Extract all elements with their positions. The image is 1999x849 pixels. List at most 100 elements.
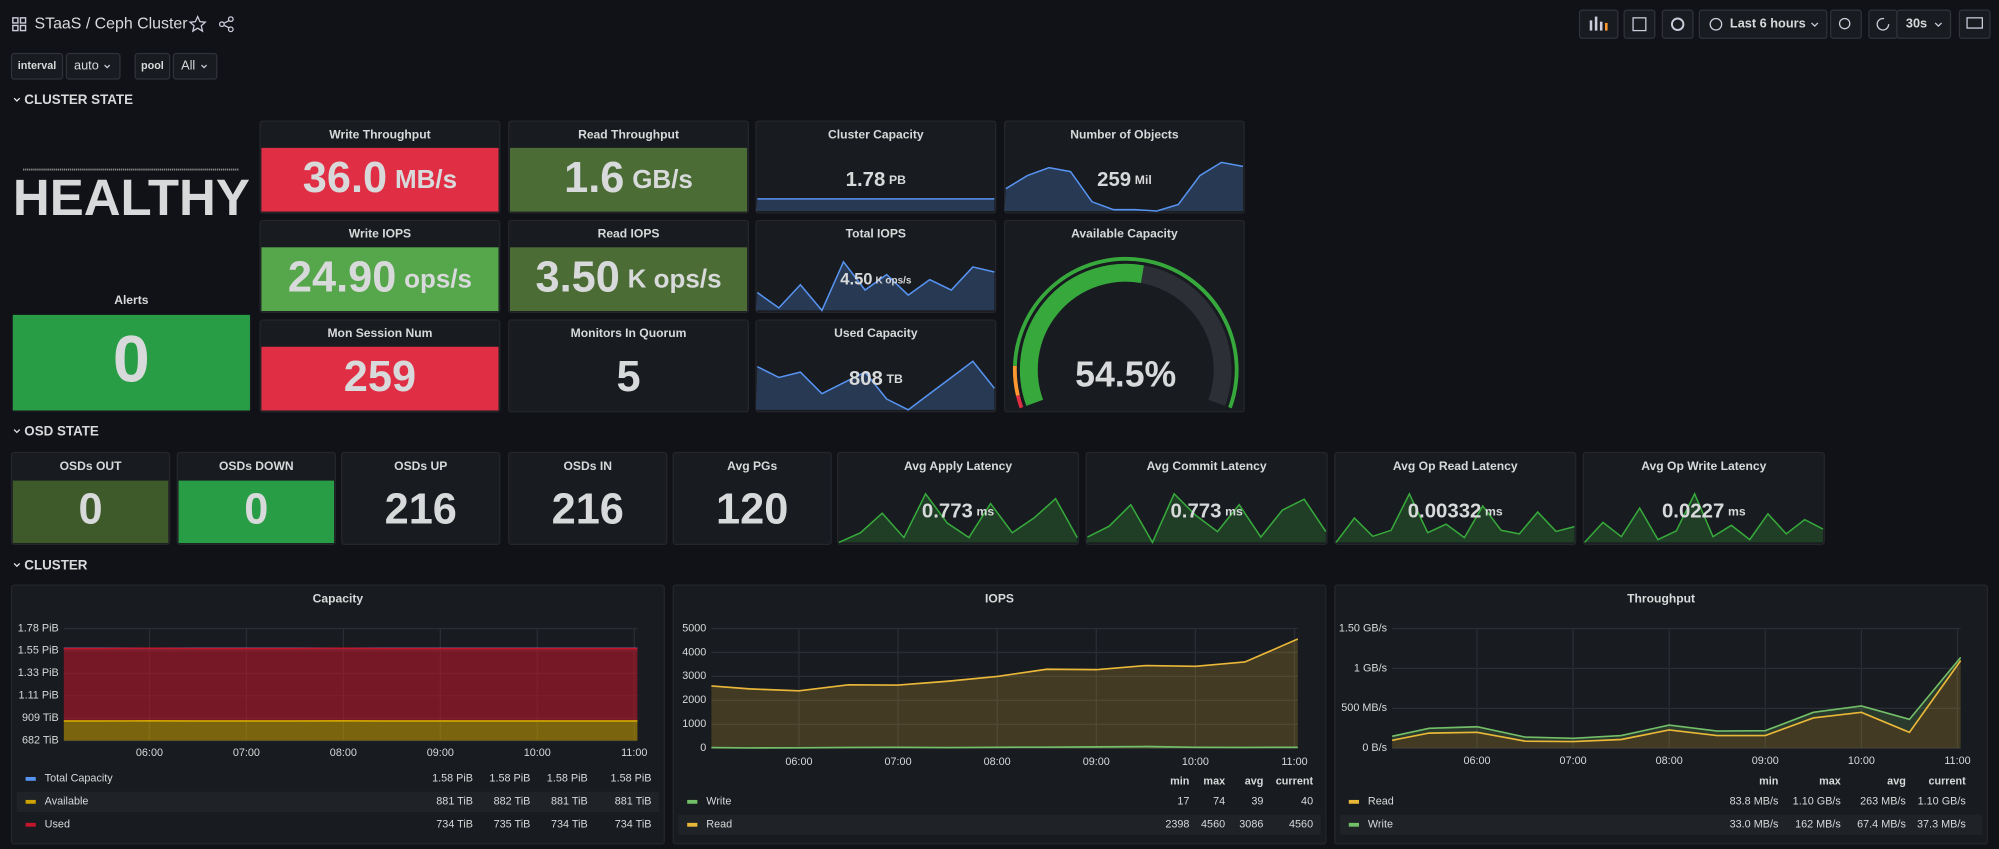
legend-value: 33.0 MB/s (1730, 819, 1779, 831)
variable-label: interval (18, 60, 57, 72)
variable-label: pool (141, 60, 164, 72)
stat-number: 24.90 (288, 254, 396, 302)
row-title[interactable]: CLUSTER STATE (24, 92, 133, 107)
tv-icon (1966, 17, 1983, 29)
sparkline-area (1334, 493, 1575, 543)
sparkline (1584, 492, 1824, 543)
legend-header[interactable]: min (1759, 775, 1778, 787)
zoom-out-button[interactable] (1830, 9, 1862, 39)
legend-value: 1.58 PiB (489, 773, 530, 785)
y-tick-label: 2000 (682, 694, 706, 706)
legend-header[interactable]: max (1203, 775, 1225, 787)
stat-number: 4.50 (840, 270, 872, 289)
panel-title: OSDs IN (564, 459, 612, 473)
legend-value: 1.58 PiB (547, 773, 588, 785)
legend-name: Read (1368, 796, 1394, 808)
time-picker[interactable] (1698, 9, 1828, 39)
y-tick-label: 1.11 PiB (19, 690, 59, 702)
y-tick-label: 909 TiB (22, 712, 59, 724)
star-button[interactable] (188, 15, 207, 33)
caret (1934, 22, 1943, 28)
legend-row-bg (1339, 814, 1983, 835)
stat-value: 1.78 PB (846, 169, 906, 191)
panel-title: Alerts (114, 293, 149, 307)
refresh-button[interactable] (1868, 9, 1898, 39)
variable-dropdown[interactable] (65, 52, 121, 80)
panel (755, 120, 997, 214)
row-title[interactable]: OSD STATE (24, 424, 99, 439)
x-tick-label: 11:00 (1281, 756, 1307, 768)
legend-header[interactable]: current (1928, 775, 1966, 787)
panel-title: OSDs OUT (60, 459, 123, 473)
stat-value: 24.90 ops/s (288, 254, 472, 302)
refresh-interval[interactable] (1896, 9, 1952, 39)
row-chevron[interactable] (13, 429, 21, 434)
stat-number: 1.78 (846, 169, 886, 191)
time-range: Last 6 hours (1730, 16, 1806, 31)
stat-unit: Mil (1135, 173, 1152, 187)
legend-header[interactable]: current (1276, 775, 1314, 787)
stat-unit: ms (1485, 505, 1503, 519)
stat-value: 36.0 MB/s (303, 154, 457, 202)
x-tick-label: 10:00 (1848, 755, 1875, 767)
sparkline (756, 260, 995, 312)
legend-value: 882 TiB (494, 796, 531, 808)
panel-title: Read Throughput (578, 127, 679, 141)
row-title[interactable]: CLUSTER (24, 558, 87, 573)
legend-value: 39 (1251, 796, 1263, 808)
row-chevron[interactable] (13, 97, 21, 102)
row-chevron[interactable] (13, 562, 21, 568)
legend-header[interactable]: avg (1245, 775, 1264, 787)
stat-value: 1.6 GB/s (564, 154, 693, 202)
legend-header[interactable]: min (1170, 775, 1189, 787)
health-status: HEALTHY (13, 169, 250, 226)
stat-number: 0 (113, 322, 150, 396)
sparkline (1335, 492, 1575, 543)
share-button[interactable] (218, 16, 234, 33)
stat-unit: ms (1728, 505, 1746, 519)
variable-dropdown[interactable] (172, 52, 218, 80)
stat-value: 4.50 K ops/s (840, 270, 912, 289)
dashboard-title[interactable]: STaaS / Ceph Cluster (34, 15, 188, 32)
legend-header[interactable]: max (1819, 775, 1841, 787)
legend-header[interactable]: avg (1887, 775, 1906, 787)
panel-background (261, 247, 499, 312)
y-tick-label: 1.33 PiB (18, 667, 59, 679)
save-icon (1632, 17, 1647, 32)
panel (1085, 451, 1328, 545)
series-line (1391, 656, 1962, 740)
settings-button[interactable] (1661, 9, 1694, 39)
y-tick-label: 1.50 GB/s (1339, 622, 1388, 634)
stat-value: 0.773 ms (922, 501, 995, 523)
stat-unit: ms (977, 505, 995, 519)
panel-background (261, 346, 499, 411)
stat-value: 0.00332 ms (1408, 501, 1503, 523)
panel-background (12, 314, 250, 411)
panel-title: Cluster Capacity (828, 127, 924, 141)
x-tick-label: 06:00 (1463, 755, 1490, 767)
x-tick-label: 09:00 (427, 747, 454, 759)
panel-title: Avg Op Read Latency (1393, 459, 1518, 473)
legend-row-bg (16, 791, 660, 813)
panel-background (509, 147, 748, 212)
panel (672, 584, 1327, 845)
panel (755, 219, 997, 313)
sparkline (756, 360, 995, 411)
y-tick-label: 3000 (682, 670, 706, 682)
panel-title: Total IOPS (846, 227, 906, 241)
save-button[interactable] (1623, 9, 1656, 39)
y-tick-label: 5000 (682, 622, 706, 634)
legend-name: Write (706, 796, 731, 808)
legend-name: Read (706, 819, 732, 831)
legend-value: 735 TiB (494, 819, 531, 831)
legend-value: 1.58 PiB (432, 773, 473, 785)
stat-number: 808 (849, 368, 883, 390)
tv-mode-button[interactable] (1958, 9, 1991, 39)
stat-value: 0 (113, 322, 150, 396)
gauge-value (1019, 263, 1144, 406)
add-panel-button[interactable] (1578, 9, 1619, 39)
clock-icon (1709, 17, 1723, 31)
sparkline-area (837, 493, 1078, 543)
